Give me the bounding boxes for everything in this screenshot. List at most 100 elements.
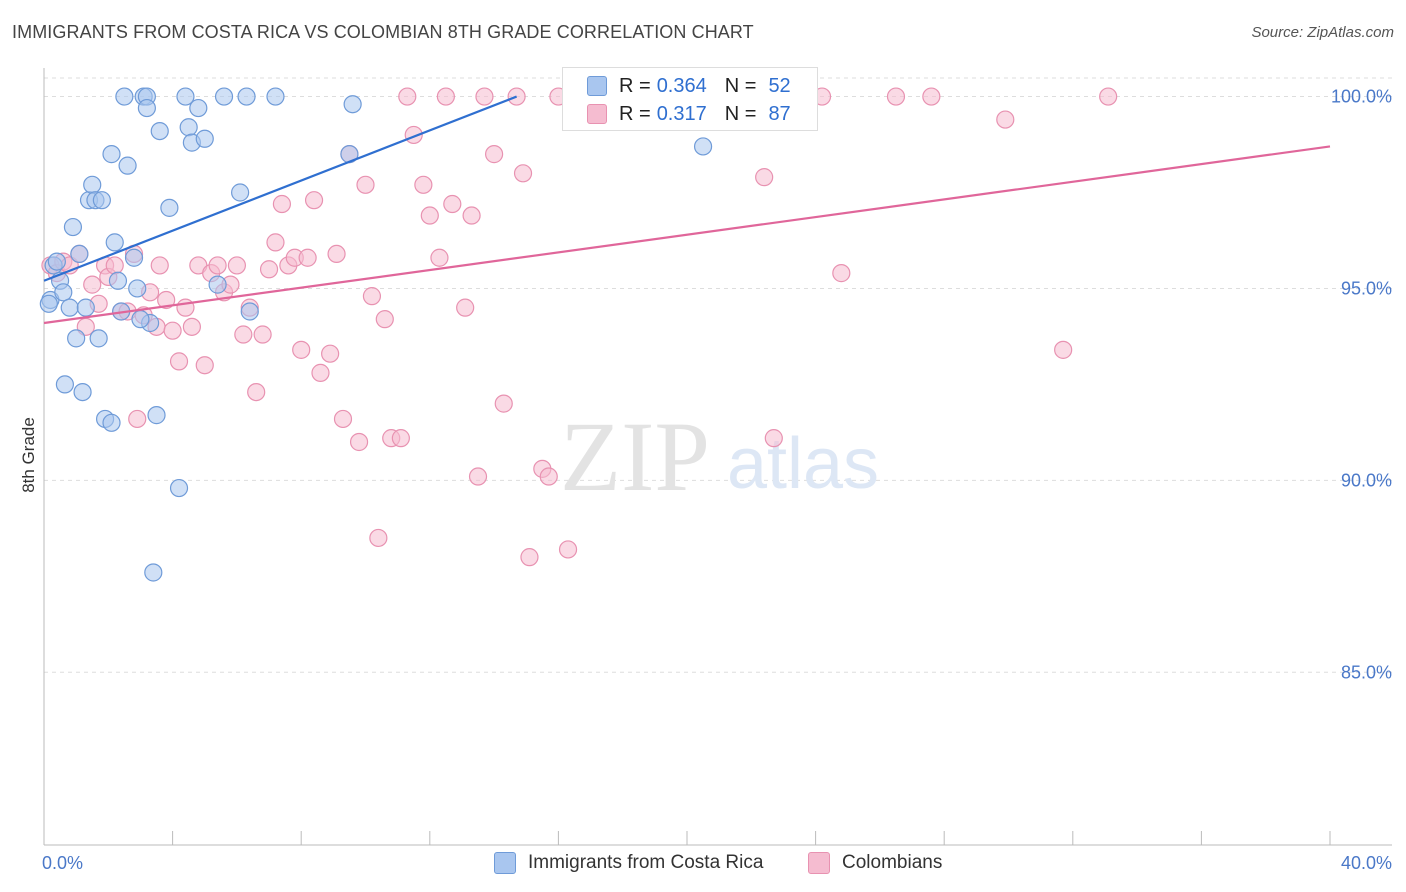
point-costa-rica xyxy=(208,275,227,294)
point-colombians xyxy=(420,206,439,225)
point-costa-rica xyxy=(108,271,128,290)
legend-row-colombians: R = 0.317 N = 87 xyxy=(587,102,791,126)
point-costa-rica xyxy=(39,294,58,313)
point-costa-rica xyxy=(70,244,89,264)
point-costa-rica xyxy=(67,329,86,348)
point-colombians xyxy=(298,248,317,267)
legend-r-value: 0.364 xyxy=(656,74,707,97)
y-axis-label: 8th Grade xyxy=(19,417,38,493)
point-colombians xyxy=(485,145,504,164)
point-costa-rica xyxy=(137,98,156,118)
point-colombians xyxy=(157,290,176,310)
point-costa-rica xyxy=(231,183,250,202)
point-colombians xyxy=(391,429,410,448)
legend-r-label: R = xyxy=(619,74,651,97)
point-costa-rica xyxy=(55,375,74,394)
point-colombians xyxy=(208,256,227,275)
point-colombians xyxy=(468,467,488,486)
point-colombians xyxy=(292,340,311,359)
point-colombians xyxy=(349,432,369,452)
point-colombians xyxy=(369,528,388,548)
point-colombians xyxy=(356,175,375,194)
trend-lines xyxy=(43,95,1331,325)
legend-swatch-blue xyxy=(587,76,607,96)
point-colombians xyxy=(513,164,533,183)
point-colombians xyxy=(462,206,481,225)
point-colombians xyxy=(266,233,285,252)
legend-swatch-pink xyxy=(587,104,607,124)
point-costa-rica xyxy=(76,298,95,317)
point-colombians xyxy=(259,260,279,279)
legend-item-colombians[interactable]: Colombians xyxy=(808,852,942,874)
y-tick-label: 100.0% xyxy=(1331,87,1392,107)
point-colombians xyxy=(1099,87,1118,106)
axes xyxy=(43,68,1392,846)
point-costa-rica xyxy=(102,413,121,432)
point-colombians xyxy=(105,256,124,275)
point-costa-rica xyxy=(83,175,102,194)
series-legend: Immigrants from Costa Rica Colombians xyxy=(0,852,1406,878)
point-costa-rica xyxy=(128,279,147,298)
point-colombians xyxy=(272,194,292,214)
point-colombians xyxy=(333,409,353,429)
point-costa-rica xyxy=(176,87,195,106)
point-costa-rica xyxy=(105,233,124,252)
point-costa-rica xyxy=(693,137,713,156)
point-colombians xyxy=(520,548,539,567)
legend-n-value: 87 xyxy=(768,102,791,125)
point-colombians xyxy=(430,248,449,267)
legend-n-label: N = xyxy=(724,102,757,125)
x-tick-label-max: 40.0% xyxy=(1341,853,1392,873)
legend-label-colombians: Colombians xyxy=(842,852,943,873)
point-colombians xyxy=(163,321,182,340)
point-colombians xyxy=(755,168,774,187)
watermark: ZIP atlas xyxy=(560,401,879,512)
point-colombians xyxy=(886,87,906,106)
point-colombians xyxy=(83,275,102,294)
point-colombians xyxy=(996,110,1015,129)
point-colombians xyxy=(414,175,433,194)
point-colombians xyxy=(321,344,340,363)
legend-item-costa-rica[interactable]: Immigrants from Costa Rica xyxy=(494,852,763,874)
point-colombians xyxy=(832,264,851,283)
point-costa-rica xyxy=(131,310,150,329)
point-colombians xyxy=(169,352,189,371)
point-colombians xyxy=(398,87,417,106)
watermark-zip: ZIP xyxy=(560,401,710,512)
point-costa-rica xyxy=(73,382,92,402)
point-costa-rica xyxy=(214,87,234,106)
point-colombians xyxy=(456,298,475,317)
point-costa-rica xyxy=(266,87,285,106)
point-costa-rica xyxy=(189,98,208,118)
y-tick-label: 95.0% xyxy=(1341,278,1392,298)
point-costa-rica xyxy=(240,302,259,321)
legend-row-costa-rica: R = 0.364 N = 52 xyxy=(587,74,791,98)
point-colombians xyxy=(475,87,494,106)
legend-n-label: N = xyxy=(724,74,757,97)
point-colombians xyxy=(227,256,246,275)
point-colombians xyxy=(1054,340,1073,359)
point-colombians xyxy=(253,325,272,344)
point-colombians xyxy=(304,191,324,210)
gridlines xyxy=(44,77,1392,673)
point-costa-rica xyxy=(92,191,111,210)
point-costa-rica xyxy=(60,298,79,317)
x-tick-label-min: 0.0% xyxy=(42,853,83,873)
point-costa-rica xyxy=(147,406,166,425)
point-costa-rica xyxy=(89,329,108,348)
point-colombians xyxy=(539,467,558,486)
legend-swatch-blue xyxy=(494,852,516,874)
point-colombians xyxy=(494,394,513,413)
point-costa-rica xyxy=(124,248,144,267)
point-costa-rica xyxy=(195,129,214,148)
point-costa-rica xyxy=(150,121,169,141)
legend-r-value: 0.317 xyxy=(656,102,707,125)
point-colombians xyxy=(436,87,455,106)
y-tick-label: 85.0% xyxy=(1341,662,1392,682)
point-costa-rica xyxy=(237,87,256,106)
trend-line-colombians xyxy=(43,145,1331,325)
point-costa-rica xyxy=(47,252,66,271)
point-colombians xyxy=(150,256,169,275)
point-colombians xyxy=(764,429,783,448)
